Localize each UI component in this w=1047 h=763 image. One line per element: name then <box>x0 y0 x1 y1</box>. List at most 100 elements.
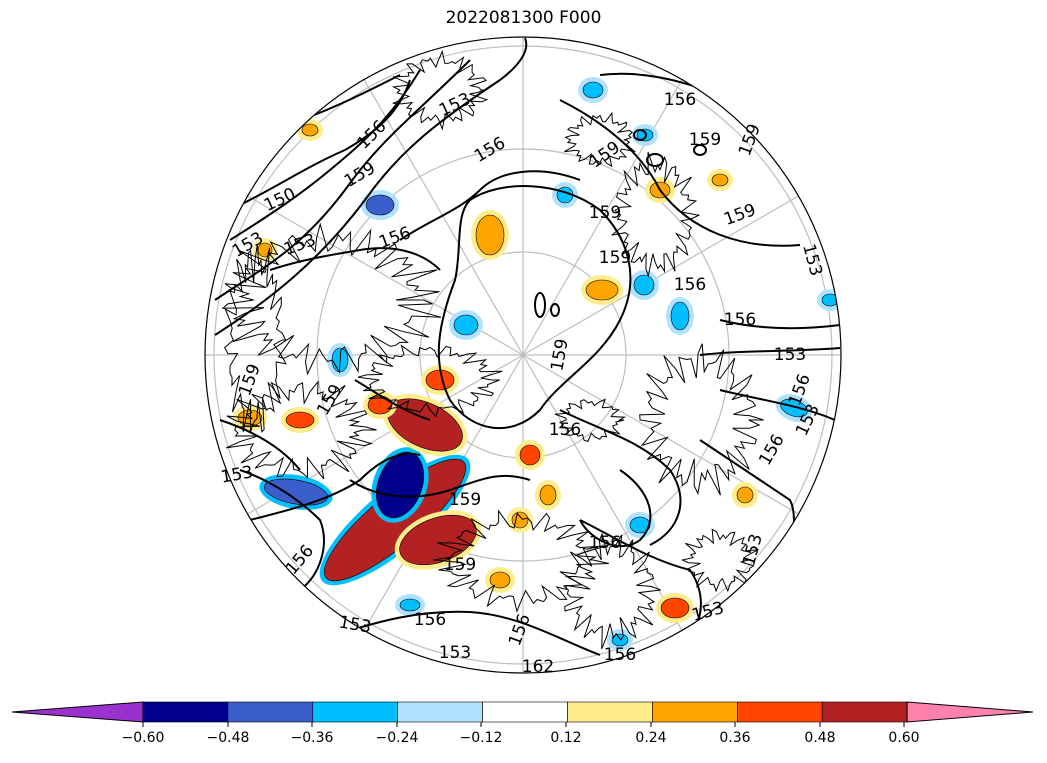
height-contour <box>249 452 421 521</box>
anomaly-core <box>611 633 629 647</box>
height-contour <box>559 409 682 546</box>
colorbar-bin <box>397 701 483 723</box>
height-contour <box>719 319 841 330</box>
coastline <box>357 344 503 418</box>
anomaly-core <box>489 571 511 589</box>
coastline <box>224 244 287 433</box>
coastline <box>564 111 637 168</box>
colorbar-tick-label: −0.60 <box>122 730 165 746</box>
colorbar-bin <box>227 701 314 723</box>
height-contour <box>646 153 664 167</box>
height-contour <box>579 469 652 547</box>
contour-label: 162 <box>522 657 554 677</box>
coastline <box>225 380 377 480</box>
contour-label: 153 <box>774 345 806 365</box>
anomaly-core <box>453 314 479 336</box>
coastline <box>554 398 627 443</box>
colorbar-bin <box>736 701 823 723</box>
coastlines <box>221 49 764 650</box>
contour-label: 159 <box>689 130 721 150</box>
height-contour <box>719 389 836 421</box>
height-contour <box>437 185 632 429</box>
anomaly-core <box>399 598 421 612</box>
anomaly-core <box>539 484 557 506</box>
coastline <box>639 343 764 496</box>
height-contour <box>349 474 531 498</box>
height-contour <box>239 469 325 591</box>
colorbar-bin <box>567 701 653 723</box>
height-contour <box>550 303 560 317</box>
colorbar-tick-label: −0.36 <box>291 730 334 746</box>
anomaly-core <box>633 274 655 296</box>
meridian-line <box>522 354 683 631</box>
height-contour <box>239 79 411 206</box>
contour-label: 156 <box>414 610 446 630</box>
colorbar-tick-label: −0.48 <box>207 730 250 746</box>
height-contour <box>219 419 301 471</box>
coastline <box>391 49 489 131</box>
colorbar-extend-max <box>906 701 1034 723</box>
colorbar-bin <box>482 701 568 723</box>
colorbar: −0.60 −0.48 −0.36 −0.24 −0.12 0.12 0.24 0.36 0.4… <box>11 701 1034 746</box>
meridian-line <box>522 79 683 356</box>
contour-label: 153 <box>439 643 471 663</box>
colorbar-bin <box>652 701 738 723</box>
graticule <box>205 37 841 673</box>
contour-label: 156 <box>674 275 706 295</box>
contour-label: 159 <box>589 203 621 223</box>
colorbar-bin <box>821 701 908 723</box>
height-contour <box>699 347 841 356</box>
anomaly-shading <box>233 77 841 651</box>
anomaly-core <box>711 173 729 187</box>
anomaly-core <box>660 597 690 619</box>
height-contour <box>559 99 801 247</box>
anomaly-core <box>582 81 604 99</box>
contour-label: 159 <box>449 490 481 510</box>
height-contour <box>214 37 528 336</box>
colorbar-tick-label: −0.12 <box>460 730 503 746</box>
anomaly-core <box>285 411 315 429</box>
contour-label: 156 <box>664 90 696 110</box>
anomaly-core <box>585 279 619 301</box>
meridian-line <box>363 79 524 356</box>
height-contour <box>214 59 471 301</box>
height-contour <box>399 170 581 241</box>
anomaly-core <box>301 123 319 137</box>
height-contour <box>319 610 601 656</box>
height-contour <box>534 292 546 318</box>
coastline <box>432 509 609 613</box>
anomaly-core <box>519 444 541 466</box>
height-contour <box>633 129 647 141</box>
contour-label: 159 <box>599 248 631 268</box>
colorbar-tick-label: 0.48 <box>804 730 835 746</box>
contour-label: 156 <box>724 310 756 330</box>
colorbar-tick-label: 0.36 <box>719 730 750 746</box>
colorbar-bin <box>312 701 398 723</box>
coastline <box>611 151 700 278</box>
map-title: 2022081300 F000 <box>445 8 602 28</box>
contour-label: 159 <box>444 555 476 575</box>
colorbar-bin <box>142 701 229 723</box>
meridian-line <box>522 195 799 356</box>
height-contour <box>269 247 441 271</box>
anomaly-core <box>511 511 529 529</box>
anomaly-core <box>736 486 754 504</box>
anomaly-core <box>365 194 395 216</box>
colorbar-tick-label: 0.24 <box>635 730 666 746</box>
contour-label: 156 <box>589 533 621 553</box>
anomaly-core <box>670 301 690 331</box>
height-contour <box>693 144 707 156</box>
contour-label: 156 <box>549 420 581 440</box>
colorbar-tick-label: 0.60 <box>888 730 919 746</box>
contour-label: 156 <box>604 645 636 665</box>
coastline <box>680 528 759 593</box>
colorbar-extend-min <box>11 701 144 723</box>
colorbar-tick-label: 0.12 <box>550 730 581 746</box>
height-contour <box>354 379 431 421</box>
map-boundary <box>204 36 842 674</box>
anomaly-core <box>475 214 505 256</box>
height-contour <box>229 69 421 241</box>
colorbar-tick-label: −0.24 <box>376 730 419 746</box>
coastline <box>221 222 442 376</box>
